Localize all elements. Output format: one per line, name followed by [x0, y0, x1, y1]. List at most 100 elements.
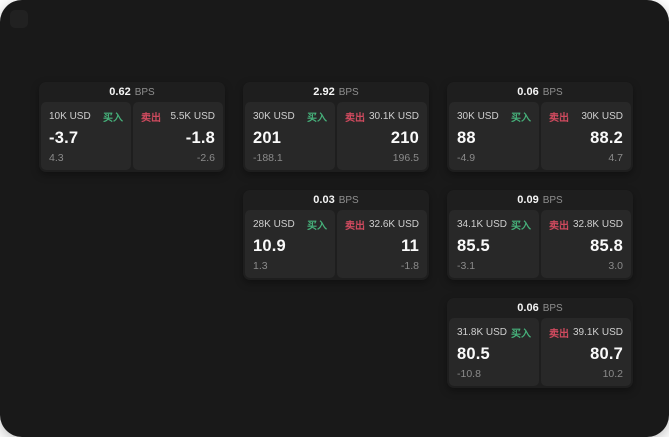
sell-amount: 32.6K USD [368, 219, 419, 230]
sell-price: 11 [401, 236, 419, 255]
buy-price: 80.5 [457, 344, 490, 363]
buy-amount: 34.1K USD [457, 219, 508, 230]
spread-header: 0.06 BPS [449, 298, 631, 318]
quote-panels: 34.1K USD 买入 85.5 -3.1 卖出 32.8K USD 85.8… [449, 210, 631, 278]
buy-side-label: 买入 [103, 113, 123, 124]
sell-delta: 4.7 [608, 152, 623, 164]
quotes-grid: 0.62 BPS 10K USD 买入 -3.7 4.3 卖出 5.5K USD [39, 82, 633, 388]
sell-price: 210 [390, 128, 419, 147]
sell-price: 80.7 [590, 344, 623, 363]
spread-unit: BPS [338, 86, 359, 98]
buy-price: 88 [457, 128, 476, 147]
spread-header: 0.62 BPS [41, 82, 223, 102]
buy-panel-header: 10K USD 买入 [49, 109, 123, 124]
sell-panel[interactable]: 卖出 30K USD 88.2 4.7 [541, 102, 631, 170]
spread-header: 2.92 BPS [245, 82, 427, 102]
sell-side-label: 卖出 [549, 113, 569, 124]
spread-value: 0.06 [517, 302, 539, 314]
buy-delta: -188.1 [253, 152, 283, 164]
buy-side-label: 买入 [511, 221, 531, 232]
buy-amount: 28K USD [253, 219, 295, 230]
buy-price: 201 [253, 128, 282, 147]
spread-unit: BPS [542, 86, 563, 98]
sell-panel-header: 卖出 32.6K USD [345, 217, 419, 232]
buy-side-label: 买入 [307, 113, 327, 124]
sell-side-label: 卖出 [345, 113, 365, 124]
buy-side-label: 买入 [511, 113, 531, 124]
quote-card: 0.62 BPS 10K USD 买入 -3.7 4.3 卖出 5.5K USD [39, 82, 225, 172]
buy-panel-header: 30K USD 买入 [457, 109, 531, 124]
sell-amount: 5.5K USD [170, 111, 215, 122]
spread-unit: BPS [134, 86, 155, 98]
buy-panel[interactable]: 31.8K USD 买入 80.5 -10.8 [449, 318, 539, 386]
sell-amount: 32.8K USD [572, 219, 623, 230]
buy-panel-header: 30K USD 买入 [253, 109, 327, 124]
buy-panel[interactable]: 34.1K USD 买入 85.5 -3.1 [449, 210, 539, 278]
sell-panel-header: 卖出 32.8K USD [549, 217, 623, 232]
buy-panel[interactable]: 30K USD 买入 201 -188.1 [245, 102, 335, 170]
quote-panels: 10K USD 买入 -3.7 4.3 卖出 5.5K USD -1.8 -2.… [41, 102, 223, 170]
buy-price: 85.5 [457, 236, 490, 255]
quote-panels: 28K USD 买入 10.9 1.3 卖出 32.6K USD 11 -1.8 [245, 210, 427, 278]
buy-panel[interactable]: 28K USD 买入 10.9 1.3 [245, 210, 335, 278]
sell-amount: 39.1K USD [572, 327, 623, 338]
quote-card: 0.03 BPS 28K USD 买入 10.9 1.3 卖出 32.6K US… [243, 190, 429, 280]
buy-amount: 30K USD [457, 111, 499, 122]
sell-panel[interactable]: 卖出 30.1K USD 210 196.5 [337, 102, 427, 170]
sell-delta: 196.5 [392, 152, 419, 164]
buy-delta: 1.3 [253, 260, 268, 272]
buy-delta: -3.1 [457, 260, 476, 272]
sell-delta: 10.2 [602, 368, 623, 380]
spread-value: 2.92 [313, 86, 335, 98]
buy-panel-header: 28K USD 买入 [253, 217, 327, 232]
sell-amount: 30K USD [581, 111, 623, 122]
sell-amount: 30.1K USD [368, 111, 419, 122]
sell-price: 85.8 [590, 236, 623, 255]
sell-panel-header: 卖出 5.5K USD [141, 109, 215, 124]
buy-delta: 4.3 [49, 152, 64, 164]
sell-price: -1.8 [185, 128, 215, 147]
buy-panel-header: 31.8K USD 买入 [457, 325, 531, 340]
sell-panel[interactable]: 卖出 39.1K USD 80.7 10.2 [541, 318, 631, 386]
spread-header: 0.09 BPS [449, 190, 631, 210]
buy-price: 10.9 [253, 236, 286, 255]
buy-panel[interactable]: 30K USD 买入 88 -4.9 [449, 102, 539, 170]
spread-value: 0.62 [109, 86, 131, 98]
buy-amount: 31.8K USD [457, 327, 508, 338]
sell-price: 88.2 [590, 128, 623, 147]
buy-amount: 10K USD [49, 111, 91, 122]
quote-panels: 31.8K USD 买入 80.5 -10.8 卖出 39.1K USD 80.… [449, 318, 631, 386]
buy-panel-header: 34.1K USD 买入 [457, 217, 531, 232]
sell-delta: -2.6 [196, 152, 215, 164]
quote-card: 0.09 BPS 34.1K USD 买入 85.5 -3.1 卖出 32.8K… [447, 190, 633, 280]
sell-panel[interactable]: 卖出 5.5K USD -1.8 -2.6 [133, 102, 223, 170]
spread-unit: BPS [542, 194, 563, 206]
sell-side-label: 卖出 [141, 113, 161, 124]
spread-unit: BPS [338, 194, 359, 206]
sell-panel-header: 卖出 30.1K USD [345, 109, 419, 124]
quote-panels: 30K USD 买入 88 -4.9 卖出 30K USD 88.2 4.7 [449, 102, 631, 170]
buy-panel[interactable]: 10K USD 买入 -3.7 4.3 [41, 102, 131, 170]
spread-value: 0.09 [517, 194, 539, 206]
sell-side-label: 卖出 [549, 221, 569, 232]
sell-delta: 3.0 [608, 260, 623, 272]
sell-side-label: 卖出 [549, 329, 569, 340]
sell-panel-header: 卖出 30K USD [549, 109, 623, 124]
spread-unit: BPS [542, 302, 563, 314]
buy-amount: 30K USD [253, 111, 295, 122]
buy-delta: -4.9 [457, 152, 476, 164]
buy-price: -3.7 [49, 128, 79, 147]
buy-delta: -10.8 [457, 368, 481, 380]
spread-header: 0.03 BPS [245, 190, 427, 210]
sell-side-label: 卖出 [345, 221, 365, 232]
quote-card: 2.92 BPS 30K USD 买入 201 -188.1 卖出 30.1K … [243, 82, 429, 172]
sell-panel[interactable]: 卖出 32.6K USD 11 -1.8 [337, 210, 427, 278]
sell-delta: -1.8 [400, 260, 419, 272]
spread-header: 0.06 BPS [449, 82, 631, 102]
quote-panels: 30K USD 买入 201 -188.1 卖出 30.1K USD 210 1… [245, 102, 427, 170]
sell-panel-header: 卖出 39.1K USD [549, 325, 623, 340]
spread-value: 0.06 [517, 86, 539, 98]
buy-side-label: 买入 [511, 329, 531, 340]
sell-panel[interactable]: 卖出 32.8K USD 85.8 3.0 [541, 210, 631, 278]
